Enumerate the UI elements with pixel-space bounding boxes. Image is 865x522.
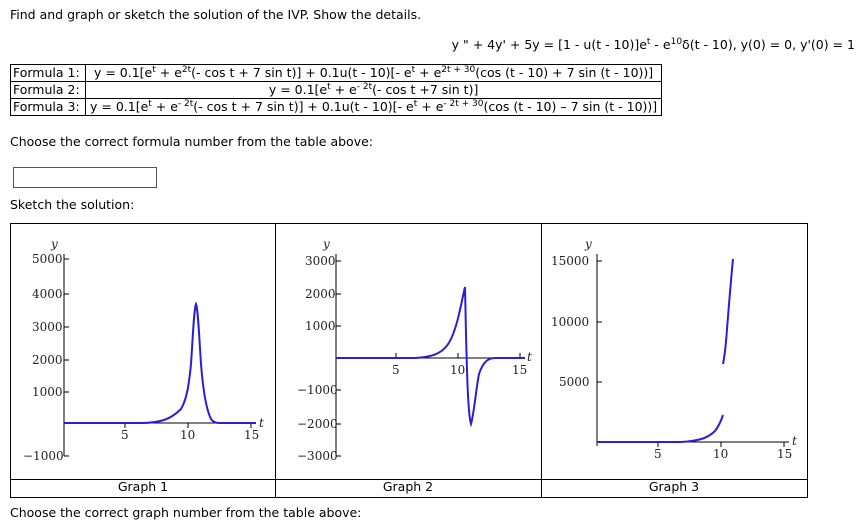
sketch-prompt: Sketch the solution:	[10, 197, 135, 212]
y-tick: 1000	[305, 319, 336, 333]
x-tick: 15	[777, 447, 792, 461]
y-tick: 4000	[32, 287, 63, 301]
ivp-part: δ(t - 10), y(0) = 0, y'(0) = 1	[682, 37, 855, 52]
x-tick: 5	[392, 363, 400, 377]
graph-2-plot: 3000 2000 1000 −1000 −2000 −3000 y 5 10 …	[297, 237, 532, 463]
x-tick: 10	[450, 363, 465, 377]
formula-part: (cos (t - 10) + 7 sin (t - 10))]	[475, 65, 654, 80]
graph-2-caption: Graph 2	[382, 479, 434, 494]
graph-3-plot: 15000 10000 5000 y 5 10 15 t	[551, 237, 797, 461]
formula-part: (- cos t + 7 sin t)] + 0.1u(t - 10)[- e	[191, 65, 412, 80]
y-tick: 3000	[32, 320, 63, 334]
y-tick: 15000	[551, 254, 589, 268]
y-tick: 5000	[32, 252, 63, 266]
ivp-equation: y " + 4y' + 5y = [1 - u(t - 10)]et - e10…	[452, 37, 855, 52]
formula-label: Formula 3:	[10, 98, 86, 116]
formula-expression: y = 0.1[et + e2t(- cos t + 7 sin t)] + 0…	[84, 64, 663, 82]
formula-exponent: - 2t	[177, 99, 194, 109]
formula-exponent: - 2t + 30	[443, 99, 484, 109]
x-tick: 10	[180, 428, 195, 442]
formula-expression: y = 0.1[et + e- 2t(- cos t + 7 sin t)] +…	[84, 98, 663, 116]
formula-part: + e	[330, 82, 357, 97]
formula-part: y = 0.1[e	[93, 65, 153, 80]
solution-curve-segment-2	[722, 258, 734, 365]
caption-divider	[541, 479, 807, 480]
formula-row-1: Formula 1: y = 0.1[et + e2t(- cos t + 7 …	[10, 64, 663, 82]
formula-label: Formula 1:	[10, 64, 86, 82]
y-axis-label: y	[322, 237, 330, 251]
formula-exponent: t	[411, 65, 416, 75]
solution-curve-segment-1	[597, 414, 724, 443]
formula-expression: y = 0.1[et + e- 2t(- cos t +7 sin t)]	[84, 81, 663, 99]
graph-choice-prompt: Choose the correct graph number from the…	[10, 505, 362, 520]
formula-answer-input[interactable]	[13, 167, 157, 188]
formula-table: Formula 1: y = 0.1[et + e2t(- cos t + 7 …	[10, 64, 663, 116]
graph-1-cell: 5000 4000 3000 2000 1000 −1000 y 5 10 15…	[11, 224, 276, 497]
graph-3-caption: Graph 3	[648, 479, 700, 494]
y-tick: −2000	[297, 417, 338, 431]
y-tick: 3000	[305, 254, 336, 268]
y-tick: 10000	[551, 315, 589, 329]
x-axis-label: t	[527, 350, 532, 364]
formula-part: + e	[151, 99, 178, 114]
y-tick: 5000	[559, 375, 590, 389]
formula-part: + e	[155, 65, 182, 80]
graph-2-cell: 3000 2000 1000 −1000 −2000 −3000 y 5 10 …	[275, 224, 542, 497]
y-tick: −3000	[297, 449, 338, 463]
graph-1-plot: 5000 4000 3000 2000 1000 −1000 y 5 10 15…	[23, 237, 264, 463]
y-tick: 2000	[32, 353, 63, 367]
graph-1-caption: Graph 1	[117, 479, 169, 494]
formula-exponent: t	[152, 65, 156, 75]
x-tick: 5	[121, 428, 129, 442]
formula-exponent: t	[413, 99, 418, 109]
formula-exponent: t	[327, 82, 331, 92]
y-tick: 2000	[305, 287, 336, 301]
formula-exponent: 2t + 30	[441, 65, 476, 75]
y-tick: 1000	[32, 385, 63, 399]
y-tick: −1000	[297, 383, 338, 397]
solution-curve	[64, 301, 256, 424]
x-axis-label: t	[792, 434, 797, 448]
formula-part: y = 0.1[e	[268, 82, 328, 97]
x-tick: 15	[244, 428, 259, 442]
ivp-part: y " + 4y' + 5y = [1 - u(t - 10)]e	[451, 37, 647, 52]
caption-divider	[275, 479, 541, 480]
graph-3-cell: 15000 10000 5000 y 5 10 15 t Graph 3	[541, 224, 807, 497]
formula-part: (- cos t + 7 sin t)] + 0.1u(t - 10)[- e	[193, 99, 414, 114]
formula-part: (- cos t +7 sin t)]	[372, 82, 479, 97]
caption-divider	[11, 479, 275, 480]
question-prompt: Find and graph or sketch the solution of…	[10, 7, 422, 22]
formula-exponent: - 2t	[356, 82, 373, 92]
x-tick: 15	[512, 363, 527, 377]
formula-exponent: 2t	[181, 65, 192, 75]
formula-part: y = 0.1[e	[90, 99, 149, 114]
y-axis-label: y	[584, 237, 592, 251]
formula-choice-prompt: Choose the correct formula number from t…	[10, 134, 374, 149]
x-tick: 10	[713, 447, 728, 461]
ivp-part: - e	[650, 37, 671, 52]
formula-exponent: t	[148, 99, 152, 109]
y-tick: −1000	[23, 449, 64, 463]
formula-row-3: Formula 3: y = 0.1[et + e- 2t(- cos t + …	[10, 98, 663, 116]
graph-table: 5000 4000 3000 2000 1000 −1000 y 5 10 15…	[10, 223, 808, 498]
formula-row-2: Formula 2: y = 0.1[et + e- 2t(- cos t +7…	[10, 81, 663, 99]
solution-curve	[336, 286, 525, 428]
formula-label: Formula 2:	[10, 81, 86, 99]
formula-part: + e	[415, 65, 442, 80]
x-tick: 5	[654, 447, 662, 461]
ivp-exponent: 10	[670, 37, 683, 47]
y-axis-label: y	[50, 237, 58, 251]
formula-part: + e	[417, 99, 444, 114]
ivp-exponent: t	[646, 37, 651, 47]
x-axis-label: t	[259, 416, 264, 430]
formula-part: (cos (t - 10) – 7 sin (t - 10))]	[483, 99, 658, 114]
